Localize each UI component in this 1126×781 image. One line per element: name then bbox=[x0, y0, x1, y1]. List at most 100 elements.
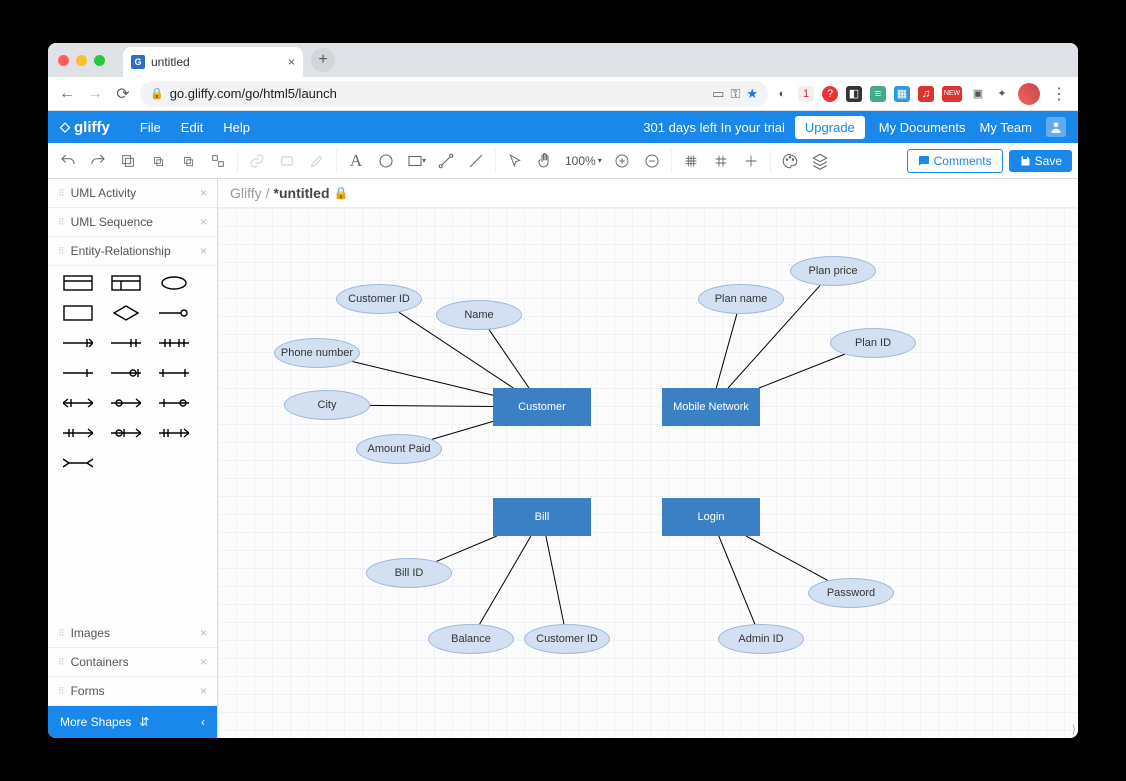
my-team-link[interactable]: My Team bbox=[980, 120, 1033, 135]
sidebar-section-forms[interactable]: ⠿ Forms × bbox=[48, 677, 217, 706]
maximize-window-icon[interactable] bbox=[94, 55, 105, 66]
shape-rect[interactable] bbox=[62, 304, 94, 322]
key-icon[interactable]: ⚿ bbox=[730, 86, 740, 102]
shape-rel-3[interactable] bbox=[158, 334, 190, 352]
menu-help[interactable]: Help bbox=[213, 120, 260, 135]
shape-rel-4[interactable] bbox=[62, 364, 94, 382]
front-button[interactable] bbox=[144, 147, 172, 175]
browser-tab[interactable]: G untitled × bbox=[123, 47, 303, 77]
attribute-node[interactable]: Customer ID bbox=[524, 624, 610, 654]
chrome-menu-icon[interactable]: ⋮ bbox=[1048, 83, 1070, 105]
shape-rel-11[interactable] bbox=[110, 424, 142, 442]
reload-button[interactable]: ⟳ bbox=[112, 83, 134, 105]
ext-icon-new[interactable]: NEW bbox=[942, 86, 962, 102]
entity-node[interactable]: Bill bbox=[493, 498, 591, 536]
shape-rel-10[interactable] bbox=[62, 424, 94, 442]
ext-icon-6[interactable]: ♫ bbox=[918, 86, 934, 102]
shape-line-circle[interactable] bbox=[158, 304, 190, 322]
gliffy-logo[interactable]: gliffy bbox=[60, 119, 110, 136]
minimize-window-icon[interactable] bbox=[76, 55, 87, 66]
reader-icon[interactable]: ▭ bbox=[712, 86, 724, 102]
forward-button[interactable]: → bbox=[84, 83, 106, 105]
ext-icon-3[interactable]: ◧ bbox=[846, 86, 862, 102]
copy-button[interactable] bbox=[114, 147, 142, 175]
star-icon[interactable]: ★ bbox=[746, 86, 758, 102]
breadcrumb-root[interactable]: Gliffy bbox=[230, 185, 262, 201]
attribute-node[interactable]: Plan price bbox=[790, 256, 876, 286]
ext-icon-2[interactable]: ? bbox=[822, 86, 838, 102]
menu-file[interactable]: File bbox=[130, 120, 171, 135]
attribute-node[interactable]: City bbox=[284, 390, 370, 420]
close-tab-icon[interactable]: × bbox=[288, 55, 295, 69]
snap-button[interactable] bbox=[737, 147, 765, 175]
rect-tool[interactable]: ▾ bbox=[402, 147, 430, 175]
menu-edit[interactable]: Edit bbox=[171, 120, 213, 135]
popup-button[interactable] bbox=[273, 147, 301, 175]
dark-mode-icon[interactable]: ◐ bbox=[774, 86, 790, 102]
zoom-in-button[interactable] bbox=[608, 147, 636, 175]
connector-tool[interactable] bbox=[432, 147, 460, 175]
attribute-node[interactable]: Plan name bbox=[698, 284, 784, 314]
shape-rel-8[interactable] bbox=[110, 394, 142, 412]
ext-icon-7[interactable]: ▣ bbox=[970, 86, 986, 102]
upgrade-button[interactable]: Upgrade bbox=[795, 116, 865, 139]
extensions-icon[interactable]: ✦ bbox=[994, 86, 1010, 102]
pencil-button[interactable] bbox=[303, 147, 331, 175]
undo-button[interactable] bbox=[54, 147, 82, 175]
close-window-icon[interactable] bbox=[58, 55, 69, 66]
shape-rel-12[interactable] bbox=[158, 424, 190, 442]
shape-rel-13[interactable] bbox=[62, 454, 94, 472]
attribute-node[interactable]: Phone number bbox=[274, 338, 360, 368]
new-tab-button[interactable]: + bbox=[311, 48, 335, 72]
pointer-tool[interactable] bbox=[501, 147, 529, 175]
my-documents-link[interactable]: My Documents bbox=[879, 120, 966, 135]
layers-button[interactable] bbox=[806, 147, 834, 175]
attribute-node[interactable]: Balance bbox=[428, 624, 514, 654]
group-button[interactable] bbox=[204, 147, 232, 175]
attribute-node[interactable]: Bill ID bbox=[366, 558, 452, 588]
theme-button[interactable] bbox=[776, 147, 804, 175]
attribute-node[interactable]: Amount Paid bbox=[356, 434, 442, 464]
collapse-sidebar-icon[interactable]: ‹ bbox=[201, 715, 205, 729]
ext-icon-4[interactable]: ≡ bbox=[870, 86, 886, 102]
entity-node[interactable]: Mobile Network bbox=[662, 388, 760, 426]
profile-avatar[interactable] bbox=[1018, 83, 1040, 105]
close-section-icon[interactable]: × bbox=[200, 684, 207, 698]
pan-tool[interactable] bbox=[531, 147, 559, 175]
ext-icon-1[interactable]: 1 bbox=[798, 86, 814, 102]
ext-icon-5[interactable]: ▦ bbox=[894, 86, 910, 102]
shape-entity[interactable] bbox=[62, 274, 94, 292]
attribute-node[interactable]: Customer ID bbox=[336, 284, 422, 314]
canvas[interactable]: ⟩ CustomerMobile NetworkBillLoginCustome… bbox=[218, 208, 1078, 738]
close-section-icon[interactable]: × bbox=[200, 626, 207, 640]
close-section-icon[interactable]: × bbox=[200, 215, 207, 229]
attribute-node[interactable]: Password bbox=[808, 578, 894, 608]
sidebar-section-images[interactable]: ⠿ Images × bbox=[48, 619, 217, 648]
sidebar-section-containers[interactable]: ⠿ Containers × bbox=[48, 648, 217, 677]
redo-button[interactable] bbox=[84, 147, 112, 175]
shape-ellipse[interactable] bbox=[158, 274, 190, 292]
save-button[interactable]: Save bbox=[1009, 150, 1072, 172]
lock-icon[interactable]: 🔒 bbox=[334, 186, 349, 200]
attribute-node[interactable]: Name bbox=[436, 300, 522, 330]
back-button[interactable]: ← bbox=[56, 83, 78, 105]
grid-button[interactable] bbox=[707, 147, 735, 175]
shape-rel-9[interactable] bbox=[158, 394, 190, 412]
shape-rel-7[interactable] bbox=[62, 394, 94, 412]
url-field[interactable]: 🔒 go.gliffy.com/go/html5/launch ▭ ⚿ ★ bbox=[140, 81, 768, 107]
zoom-out-button[interactable] bbox=[638, 147, 666, 175]
entity-node[interactable]: Customer bbox=[493, 388, 591, 426]
sidebar-section-uml-sequence[interactable]: ⠿ UML Sequence × bbox=[48, 208, 217, 237]
attribute-node[interactable]: Admin ID bbox=[718, 624, 804, 654]
close-section-icon[interactable]: × bbox=[200, 244, 207, 258]
text-tool[interactable]: A bbox=[342, 147, 370, 175]
entity-node[interactable]: Login bbox=[662, 498, 760, 536]
close-section-icon[interactable]: × bbox=[200, 655, 207, 669]
shape-rel-6[interactable] bbox=[158, 364, 190, 382]
grid-dense-button[interactable] bbox=[677, 147, 705, 175]
user-icon[interactable] bbox=[1046, 117, 1066, 137]
zoom-level[interactable]: 100%▾ bbox=[561, 154, 606, 168]
shape-diamond[interactable] bbox=[110, 304, 142, 322]
sidebar-section-uml-activity[interactable]: ⠿ UML Activity × bbox=[48, 179, 217, 208]
close-section-icon[interactable]: × bbox=[200, 186, 207, 200]
